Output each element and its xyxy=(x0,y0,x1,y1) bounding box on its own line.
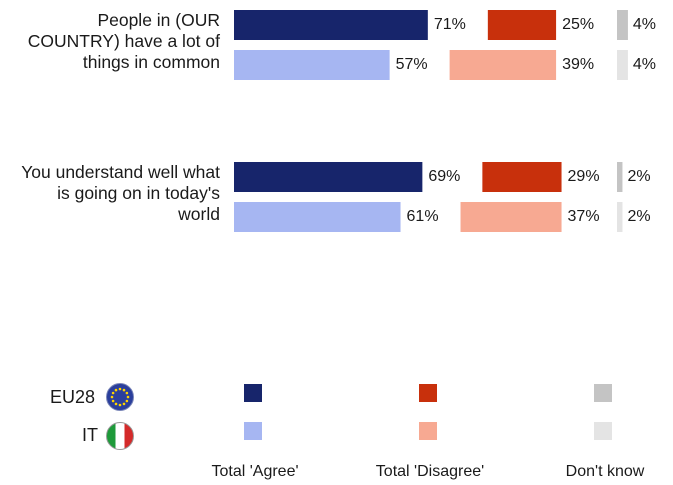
value-it-agree-2: 61% xyxy=(407,208,439,225)
value-it-agree-1: 57% xyxy=(396,56,428,73)
value-eu28-disagree-2: 29% xyxy=(568,168,600,185)
statement-1-line-3: things in common xyxy=(82,52,220,72)
value-eu28-agree-1: 71% xyxy=(434,16,466,33)
statement-2-label: You understand well what is going on in … xyxy=(21,162,220,225)
value-eu28-disagree-1: 25% xyxy=(562,16,594,33)
value-eu28-dontknow-1: 4% xyxy=(633,16,656,33)
eu-flag-icon xyxy=(106,383,134,411)
bar-it-dontknow-2 xyxy=(617,202,623,232)
value-it-disagree-2: 37% xyxy=(568,208,600,225)
bar-eu28-agree-1 xyxy=(234,10,428,40)
statement-2-line-2: is going on in today's xyxy=(57,183,220,203)
legend-swatch-eu-agree xyxy=(244,384,262,402)
statement-2-line-1: You understand well what xyxy=(21,162,220,182)
legend-swatch-it-dk xyxy=(594,422,612,440)
bar-eu28-disagree-2 xyxy=(482,162,562,192)
statement-1-line-1: People in (OUR xyxy=(97,10,220,30)
legend-eu28-label: EU28 xyxy=(50,387,96,407)
bar-it-disagree-2 xyxy=(460,202,562,232)
value-it-disagree-1: 39% xyxy=(562,56,594,73)
legend-swatch-eu-dk xyxy=(594,384,612,402)
legend-swatch-it-disagree xyxy=(419,422,437,440)
value-it-dontknow-1: 4% xyxy=(633,56,656,73)
bar-it-disagree-1 xyxy=(449,50,557,80)
legend-swatch-eu-disagree xyxy=(419,384,437,402)
statement-2-line-3: world xyxy=(178,204,220,224)
bar-eu28-dontknow-2 xyxy=(617,162,623,192)
bar-eu28-disagree-1 xyxy=(487,10,557,40)
value-it-dontknow-2: 2% xyxy=(627,208,650,225)
bar-it-dontknow-1 xyxy=(617,50,628,80)
statement-1-label: People in (OUR COUNTRY) have a lot of th… xyxy=(28,10,220,73)
value-eu28-agree-2: 69% xyxy=(428,168,460,185)
bar-it-agree-1 xyxy=(234,50,390,80)
value-eu28-dontknow-2: 2% xyxy=(627,168,650,185)
legend-it-label: IT xyxy=(82,425,98,445)
italy-flag-icon xyxy=(106,422,134,450)
legend-swatch-it-agree xyxy=(244,422,262,440)
legend-disagree-label: Total 'Disagree' xyxy=(375,463,485,480)
bar-eu28-dontknow-1 xyxy=(617,10,628,40)
legend-agree-label: Total 'Agree' xyxy=(211,463,299,480)
bar-it-agree-2 xyxy=(234,202,401,232)
legend-dont-know-label: Don't know xyxy=(565,463,645,480)
statement-1-line-2: COUNTRY) have a lot of xyxy=(27,31,220,51)
bar-eu28-agree-2 xyxy=(234,162,423,192)
